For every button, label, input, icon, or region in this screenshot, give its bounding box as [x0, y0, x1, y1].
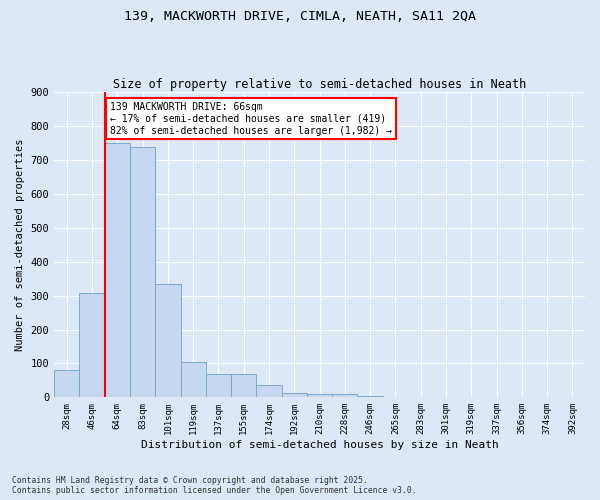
Text: 139, MACKWORTH DRIVE, CIMLA, NEATH, SA11 2QA: 139, MACKWORTH DRIVE, CIMLA, NEATH, SA11…	[124, 10, 476, 23]
Y-axis label: Number of semi-detached properties: Number of semi-detached properties	[15, 138, 25, 351]
Bar	[155, 284, 181, 398]
Bar	[181, 362, 206, 398]
Bar	[358, 396, 383, 398]
Bar	[105, 143, 130, 398]
Bar	[281, 394, 307, 398]
Title: Size of property relative to semi-detached houses in Neath: Size of property relative to semi-detach…	[113, 78, 526, 91]
Text: Contains HM Land Registry data © Crown copyright and database right 2025.
Contai: Contains HM Land Registry data © Crown c…	[12, 476, 416, 495]
Bar	[231, 374, 256, 398]
Bar	[256, 386, 281, 398]
X-axis label: Distribution of semi-detached houses by size in Neath: Distribution of semi-detached houses by …	[141, 440, 499, 450]
Bar	[130, 147, 155, 398]
Bar	[332, 394, 358, 398]
Bar	[307, 394, 332, 398]
Text: 139 MACKWORTH DRIVE: 66sqm
← 17% of semi-detached houses are smaller (419)
82% o: 139 MACKWORTH DRIVE: 66sqm ← 17% of semi…	[110, 102, 392, 136]
Bar	[54, 370, 79, 398]
Bar	[79, 293, 105, 398]
Bar	[206, 374, 231, 398]
